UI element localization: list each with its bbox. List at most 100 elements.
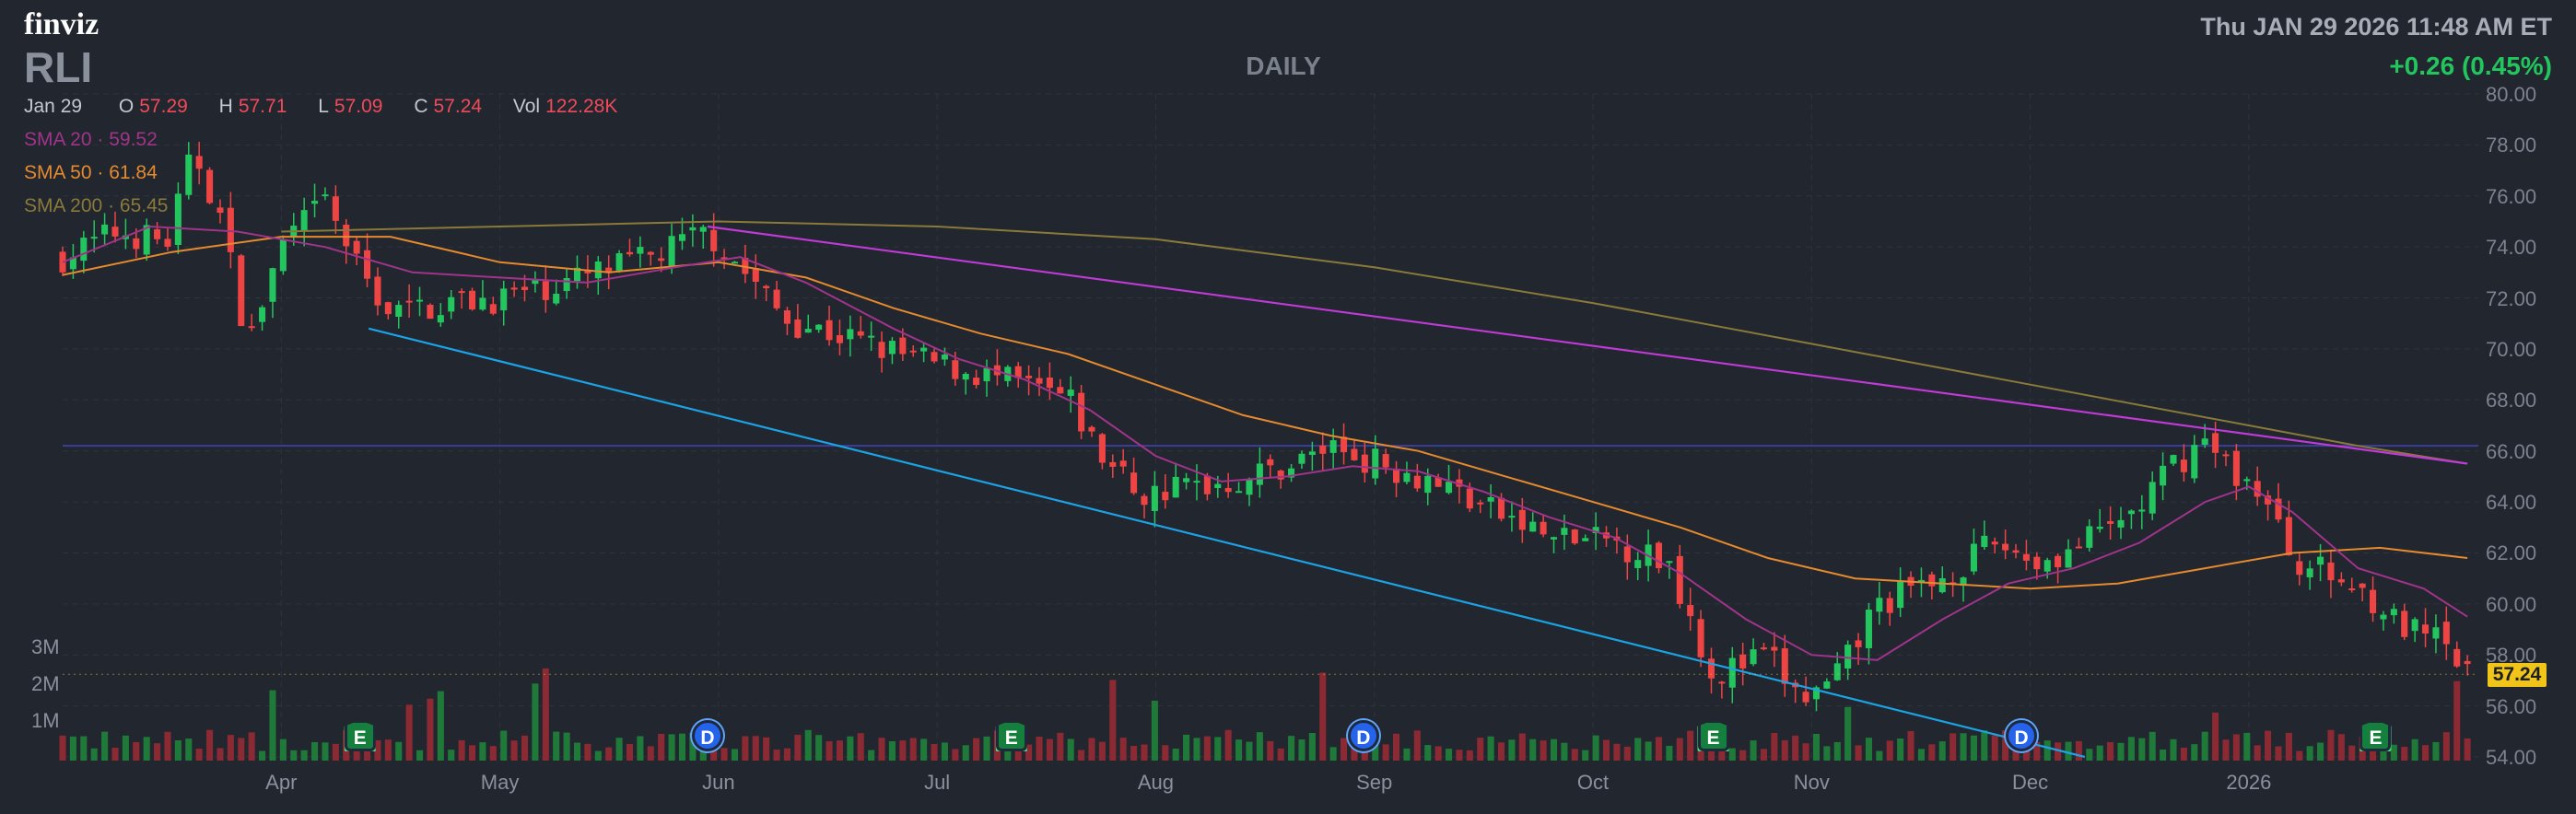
volume-bar (1917, 749, 1925, 761)
volume-bar (1256, 732, 1263, 761)
candle-body (1162, 492, 1169, 501)
volume-bar (1781, 739, 1788, 761)
candle-body (2127, 510, 2135, 515)
volume-bar (1655, 737, 1663, 761)
x-tick-label: Aug (1137, 771, 1174, 794)
volume-bar (59, 735, 66, 761)
volume-bar (2002, 730, 2009, 761)
candle-body (238, 255, 245, 327)
candle-body (1036, 378, 1043, 384)
volume-bar (1844, 706, 1852, 761)
volume-bar (1739, 750, 1747, 761)
candle-body (1098, 434, 1106, 463)
candle-body (1781, 648, 1788, 684)
candle-body (1991, 541, 1998, 545)
volume-bar (941, 742, 948, 761)
volume-bar (2212, 712, 2219, 761)
volume-bar (1403, 748, 1411, 761)
candle-body (773, 289, 780, 308)
earnings-marker[interactable]: E (995, 720, 1027, 751)
volume-bar (847, 736, 854, 761)
volume-bar (1434, 746, 1442, 761)
volume-bar (1308, 733, 1316, 761)
candle-body (2265, 495, 2272, 505)
candle-body (563, 278, 570, 292)
volume-bar (133, 741, 140, 761)
sma50-legend[interactable]: SMA 50 · 61.84 (24, 162, 158, 183)
dividend-marker[interactable]: D (691, 720, 723, 751)
volume-bar (248, 732, 255, 761)
volume-bar (80, 736, 88, 761)
candle-body (427, 304, 434, 320)
volume-bar (510, 740, 518, 761)
candle-body (259, 307, 266, 322)
candle-body (1456, 479, 1463, 487)
finviz-logo[interactable]: finviz (24, 7, 100, 41)
volume-bar (1970, 735, 1977, 761)
volume-bar (1991, 735, 1998, 761)
high-label: H (218, 96, 233, 117)
sma50-label: SMA 50 (24, 162, 92, 183)
earnings-marker[interactable]: E (1697, 720, 1729, 751)
volume-bar (2012, 750, 2020, 761)
candle-body (2012, 550, 2020, 553)
sma20-legend[interactable]: SMA 20 · 59.52 (24, 129, 158, 150)
earnings-marker[interactable]: E (344, 720, 376, 751)
candle-body (510, 287, 518, 290)
candle-body (1518, 509, 1526, 530)
y-tick-label: 68.00 (2486, 389, 2537, 413)
sma200-legend[interactable]: SMA 200 · 65.45 (24, 195, 169, 216)
candle-body (479, 297, 486, 310)
sma20-label: SMA 20 (24, 129, 92, 150)
volume-bar (174, 739, 181, 761)
candle-body (2096, 526, 2103, 529)
dividend-marker[interactable]: D (1347, 720, 1379, 751)
x-tick-label: 2026 (2226, 771, 2272, 794)
candle-body (1477, 502, 1484, 505)
volume-bar (1876, 750, 1883, 761)
candle-body (2212, 433, 2219, 453)
volume-bar (1088, 738, 1095, 761)
volume-bar (405, 704, 413, 761)
candle-body (1497, 497, 1505, 519)
candle-body (1687, 605, 1694, 617)
volume-bar (1046, 738, 1053, 761)
candle-body (1067, 390, 1074, 396)
volume-bar (1981, 730, 1988, 761)
candle-body (1361, 454, 1368, 473)
candle-body (1508, 516, 1516, 518)
volume-bar (2254, 745, 2261, 761)
candle-body (1256, 463, 1263, 485)
candle-body (1203, 475, 1211, 494)
volume-bar (1812, 734, 1820, 761)
candle-body (605, 267, 613, 273)
candle-body (1970, 543, 1977, 572)
candle-body (1434, 477, 1442, 487)
volume-bar (1697, 748, 1704, 761)
candle-body (2317, 556, 2324, 565)
candle-body (1876, 598, 1883, 612)
candle-body (573, 267, 581, 282)
volume-bar (573, 742, 581, 761)
earnings-marker[interactable]: E (2359, 720, 2392, 751)
candle-body (2306, 568, 2313, 577)
candle-body (1960, 577, 1967, 587)
candle-body (1707, 658, 1715, 679)
volume-bar (1382, 744, 1389, 761)
volume-bar (1162, 745, 1169, 761)
candle-body (1676, 555, 1683, 604)
volume-bar (584, 743, 591, 761)
x-tick-label: Nov (1793, 771, 1830, 794)
candle-body (1078, 392, 1085, 432)
candle-body (343, 225, 350, 247)
volume-bar (1687, 730, 1694, 761)
volume-bar (2180, 747, 2187, 761)
candle-body (500, 288, 508, 311)
dividend-marker[interactable]: D (2006, 720, 2038, 751)
volume-bar (290, 750, 298, 761)
volume-bar (1203, 736, 1211, 761)
volume-bar (2453, 680, 2461, 761)
candle-body (2191, 445, 2198, 479)
y-tick-label: 60.00 (2486, 592, 2537, 616)
